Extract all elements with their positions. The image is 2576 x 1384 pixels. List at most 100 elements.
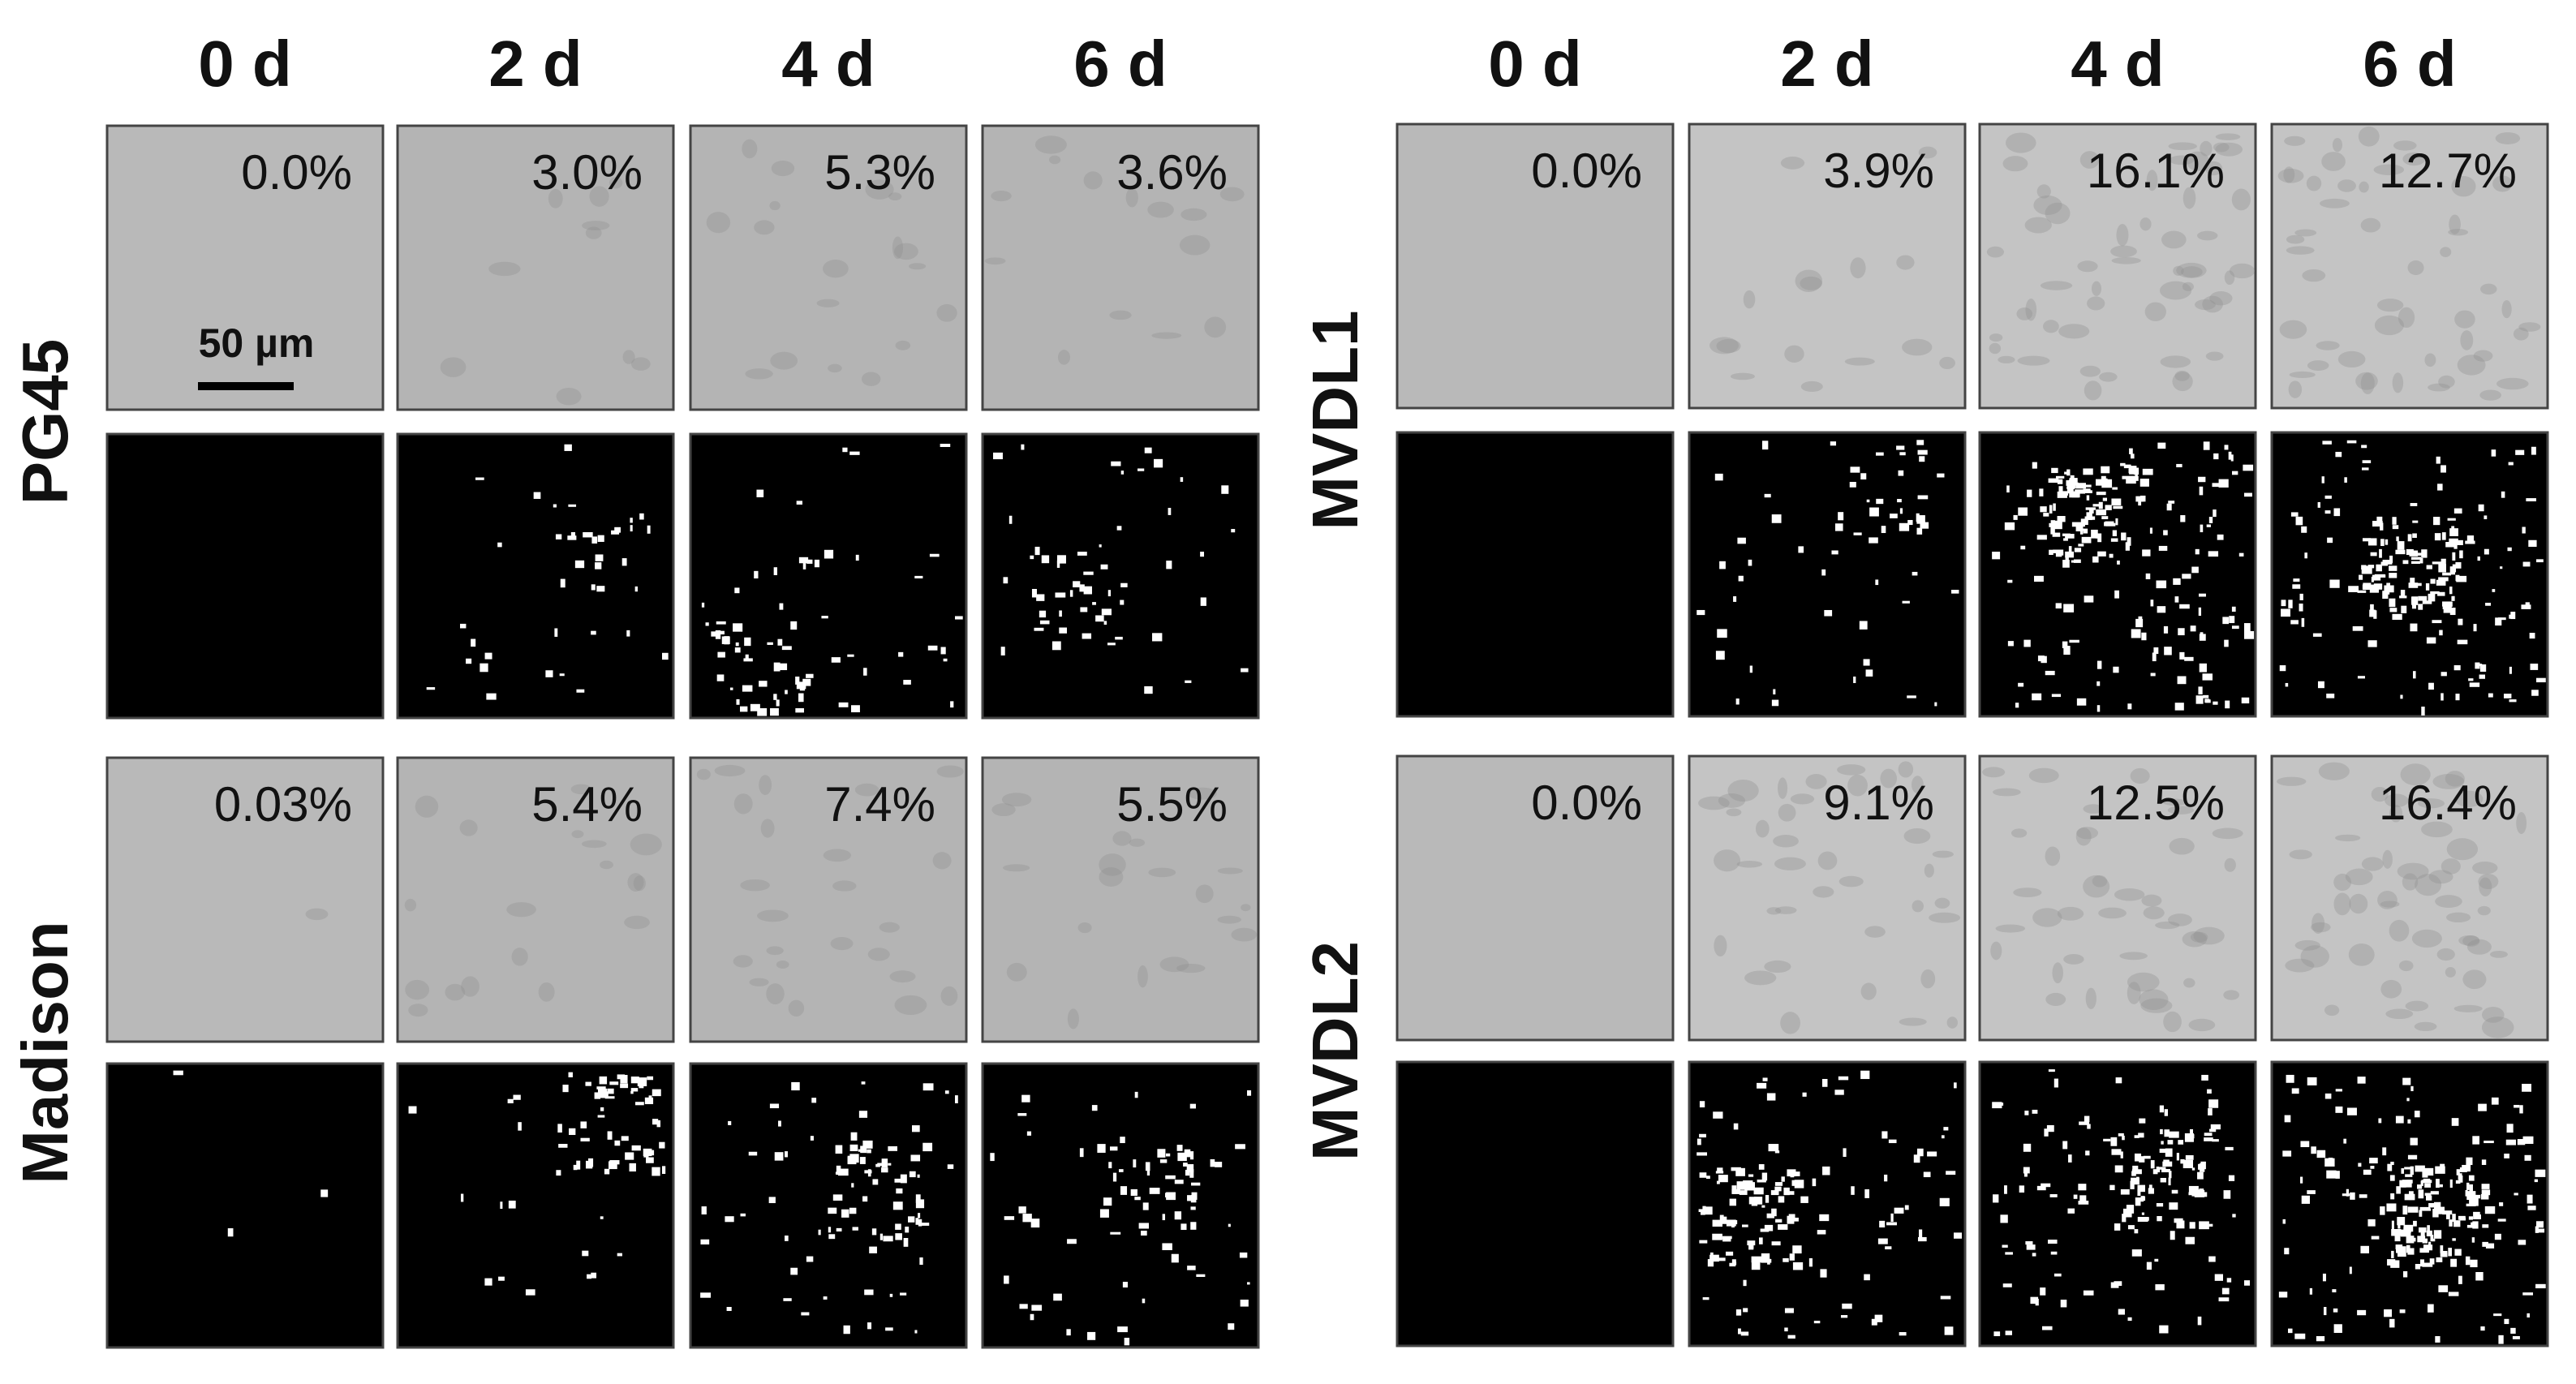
binary-speck xyxy=(1731,1188,1740,1194)
binary-speck xyxy=(2455,574,2460,582)
binary-speck xyxy=(2158,545,2168,551)
binary-speck xyxy=(1189,1169,1194,1178)
binary-speck xyxy=(1707,1259,1714,1267)
binary-speck xyxy=(1144,447,1152,453)
row-label: MVDL1 xyxy=(1299,310,1371,530)
binary-speck xyxy=(1739,1190,1748,1195)
binary-speck xyxy=(2389,555,2393,563)
binary-speck xyxy=(2458,618,2463,625)
binary-speck xyxy=(518,1122,522,1131)
binary-speck xyxy=(1191,1192,1198,1200)
aggregate-shadow xyxy=(2359,181,2369,193)
binary-speck xyxy=(2301,1195,2310,1204)
aggregate-shadow xyxy=(2454,310,2475,329)
binary-speck xyxy=(2317,501,2320,508)
binary-speck xyxy=(497,542,502,548)
aggregate-shadow xyxy=(714,764,746,777)
binary-speck xyxy=(2498,617,2506,621)
binary-speck xyxy=(944,1090,949,1094)
binary-speck xyxy=(2451,595,2455,601)
binary-speck xyxy=(895,1233,902,1240)
aggregate-shadow xyxy=(2411,929,2442,948)
binary-speck xyxy=(634,586,638,592)
binary-speck xyxy=(1112,1172,1117,1182)
aggregate-shadow xyxy=(1990,941,2002,961)
binary-speck xyxy=(2049,1193,2058,1197)
binary-speck xyxy=(1761,441,1769,450)
binary-speck xyxy=(2189,1128,2194,1134)
binary-speck xyxy=(2157,442,2166,449)
binary-speck xyxy=(828,1227,832,1233)
binary-speck xyxy=(2435,1336,2441,1343)
binary-speck xyxy=(2152,652,2157,662)
binary-speck xyxy=(2023,1143,2032,1152)
aggregate-shadow xyxy=(2398,960,2414,972)
binary-speck xyxy=(785,1151,788,1158)
aggregate-shadow xyxy=(2076,827,2099,840)
binary-speck xyxy=(2467,1163,2471,1171)
binary-speck xyxy=(785,690,788,694)
binary-speck xyxy=(2041,1183,2051,1188)
aggregate-shadow xyxy=(2028,767,2059,784)
binary-speck xyxy=(2438,577,2449,582)
aggregate-shadow xyxy=(908,263,927,270)
binary-speck xyxy=(701,602,705,608)
binary-speck xyxy=(573,1164,578,1171)
binary-speck xyxy=(2322,441,2332,445)
binary-speck xyxy=(426,687,436,690)
aggregate-shadow xyxy=(1180,208,1207,221)
binary-speck xyxy=(1881,526,1886,534)
binary-speck xyxy=(862,1196,868,1202)
aggregate-shadow xyxy=(1147,201,1174,218)
aggregate-shadow xyxy=(1982,767,2006,778)
column-header: 6 d xyxy=(2363,28,2457,100)
binary-speck xyxy=(2230,454,2234,462)
aggregate-shadow xyxy=(823,260,849,278)
binary-speck xyxy=(1919,456,1925,462)
binary-speck xyxy=(2141,1212,2145,1215)
aggregate-shadow xyxy=(861,372,881,386)
binary-speck xyxy=(2514,1193,2518,1196)
binary-speck xyxy=(2086,512,2092,521)
binary-speck xyxy=(2499,1202,2504,1206)
aggregate-shadow xyxy=(2127,972,2160,992)
binary-speck xyxy=(2127,703,2132,710)
aggregate-shadow xyxy=(2144,302,2166,322)
aggregate-shadow xyxy=(2360,372,2375,394)
binary-speck xyxy=(1881,1131,1888,1139)
aggregate-shadow xyxy=(2332,137,2343,153)
binary-speck xyxy=(1717,629,1727,638)
binary-speck xyxy=(604,1168,610,1175)
binary-speck xyxy=(2450,1258,2458,1267)
binary-speck xyxy=(2282,1150,2292,1157)
binary-speck xyxy=(1992,1102,2002,1109)
binary-speck xyxy=(1228,1223,1231,1227)
binary-speck xyxy=(2000,1214,2008,1223)
binary-speck xyxy=(2484,548,2489,555)
aggregate-shadow xyxy=(2141,894,2162,907)
binary-speck xyxy=(1758,1164,1765,1170)
aggregate-shadow xyxy=(1946,1017,1959,1029)
binary-speck xyxy=(2062,1141,2068,1150)
binary-speck xyxy=(2139,495,2146,502)
binary-speck xyxy=(781,646,792,651)
aggregate-shadow xyxy=(2306,175,2322,191)
binary-speck xyxy=(2122,1208,2132,1218)
binary-speck xyxy=(591,1272,597,1279)
aggregate-shadow xyxy=(2402,873,2419,891)
binary-speck xyxy=(1174,1180,1184,1184)
aggregate-shadow xyxy=(2045,202,2071,225)
binary-speck xyxy=(801,1312,810,1316)
binary-speck xyxy=(2469,682,2480,687)
binary-speck xyxy=(2406,1098,2410,1102)
binary-speck xyxy=(757,708,768,716)
aggregate-shadow xyxy=(1805,774,1827,789)
binary-speck xyxy=(2092,556,2099,563)
binary-speck xyxy=(582,1250,589,1257)
binary-speck xyxy=(1941,1135,1945,1139)
binary-speck xyxy=(2406,1180,2413,1184)
binary-speck xyxy=(1097,1144,1106,1153)
binary-speck xyxy=(2131,1171,2136,1176)
binary-speck xyxy=(2121,532,2127,541)
binary-speck xyxy=(1792,1245,1802,1254)
